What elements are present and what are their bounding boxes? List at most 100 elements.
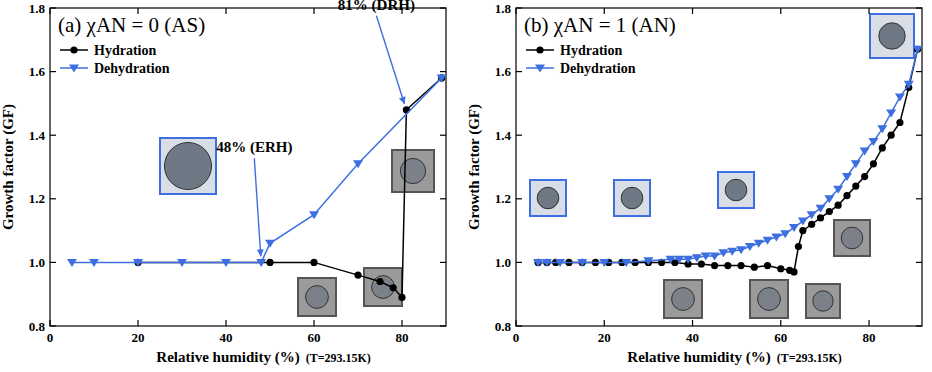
plot-frame [516, 8, 922, 326]
y-tick [50, 7, 56, 8]
inset-image [806, 284, 840, 318]
data-point [711, 262, 718, 269]
data-point [842, 173, 852, 181]
data-point [256, 259, 266, 267]
data-point [621, 259, 631, 267]
data-point [221, 259, 231, 267]
data-point [745, 243, 755, 251]
data-point [698, 260, 705, 267]
legend-marker [535, 65, 545, 73]
x-tick-label: 80 [396, 330, 409, 345]
y-tick [516, 71, 522, 72]
data-point [718, 249, 728, 257]
x-tick-label: 60 [308, 330, 321, 345]
inset-image [160, 138, 216, 194]
y-tick [516, 325, 522, 326]
inset-frame [834, 220, 870, 256]
data-point [754, 240, 764, 248]
x-tick [780, 320, 781, 326]
annotations: (T=293.15K) [777, 351, 842, 365]
data-point [888, 132, 895, 139]
data-point [879, 144, 886, 151]
data-point [89, 259, 99, 267]
inset-particle [164, 142, 211, 189]
y-tick-label: 1.4 [495, 128, 512, 143]
annotation-arrowhead [399, 96, 406, 104]
x-tick-label: 60 [774, 330, 787, 345]
data-point [265, 240, 275, 248]
panel: 0204060800.81.01.21.41.61.8Growth factor… [0, 0, 447, 366]
x-tick [868, 320, 869, 326]
y-tick-label: 1.2 [495, 191, 511, 206]
inset-frame [870, 14, 914, 58]
legend: HydrationDehydration [60, 43, 170, 76]
x-tick-label: 40 [686, 330, 699, 345]
x-tick-label: 20 [598, 330, 611, 345]
y-tick-label: 1.6 [29, 64, 46, 79]
x-tick [225, 8, 226, 14]
x-tick-label: 80 [863, 330, 876, 345]
data-point [860, 148, 870, 156]
x-tick [515, 8, 516, 14]
inset-frame [364, 268, 402, 306]
y-tick [50, 71, 56, 72]
panel-title: (a) χAN = 0 (AS) [58, 13, 205, 37]
inset-frame [718, 172, 754, 208]
data-point [727, 248, 737, 256]
data-point [309, 211, 319, 219]
x-tick-label: 20 [132, 330, 145, 345]
data-point [67, 259, 77, 267]
inset-image [298, 278, 336, 316]
data-point [851, 160, 861, 168]
plot-frame [50, 8, 446, 326]
inset-frame [392, 150, 434, 192]
data-point [665, 256, 675, 264]
y-tick-label: 0.8 [29, 319, 46, 334]
data-point [777, 265, 784, 272]
data-point [896, 119, 903, 126]
data-point [816, 205, 826, 213]
y-tick [50, 262, 56, 263]
data-point [398, 294, 405, 301]
data-point [799, 227, 806, 234]
y-tick [916, 71, 922, 72]
data-point [736, 246, 746, 254]
inset-image [664, 280, 702, 318]
y-tick-label: 0.8 [495, 319, 512, 334]
y-tick [440, 262, 446, 263]
y-tick-label: 1.8 [495, 1, 512, 16]
inset-frame [160, 138, 216, 194]
y-tick-label: 1.4 [29, 128, 46, 143]
annotations: 81% (DRH)48% (ERH)(T=293.15K) [216, 0, 415, 365]
x-tick [401, 320, 402, 326]
inset-image [834, 220, 870, 256]
inset-image [392, 150, 434, 192]
data-point [390, 284, 397, 291]
x-tick [692, 8, 693, 14]
series-line [72, 78, 442, 262]
y-tick [916, 198, 922, 199]
panel-title: (b) χAN = 1 (AN) [524, 13, 676, 37]
panel: 0204060800.81.01.21.41.61.8Growth factor… [466, 1, 923, 367]
legend-label: Hydration [94, 43, 156, 58]
data-point [808, 221, 815, 228]
y-tick [440, 71, 446, 72]
legend-label: Hydration [560, 43, 622, 58]
data-point [868, 138, 878, 146]
data-point [542, 259, 552, 267]
annotation-arrow [376, 16, 404, 104]
data-point [807, 211, 817, 219]
data-point [824, 195, 834, 203]
data-point [904, 81, 914, 89]
x-tick [604, 320, 605, 326]
x-axis-title: Relative humidity (%) [627, 349, 770, 366]
data-point [310, 259, 317, 266]
data-point [376, 278, 383, 285]
data-point [789, 224, 799, 232]
x-tick [49, 320, 50, 326]
data-point [780, 230, 790, 238]
data-point [826, 208, 833, 215]
x-tick-label: 0 [513, 330, 520, 345]
data-point [643, 257, 653, 265]
data-point [266, 259, 273, 266]
